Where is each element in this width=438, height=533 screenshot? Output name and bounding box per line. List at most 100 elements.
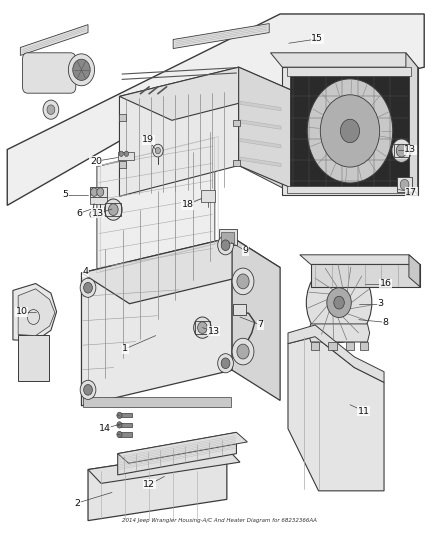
Circle shape — [84, 282, 92, 293]
Circle shape — [221, 358, 230, 368]
Bar — [120, 423, 132, 427]
Circle shape — [117, 422, 122, 428]
Polygon shape — [290, 74, 409, 188]
FancyBboxPatch shape — [22, 53, 76, 93]
Text: 3: 3 — [378, 299, 384, 308]
Bar — [90, 197, 107, 204]
Circle shape — [218, 236, 233, 255]
Circle shape — [198, 322, 207, 334]
Bar — [397, 177, 413, 192]
Bar — [221, 232, 234, 243]
Circle shape — [221, 240, 230, 251]
Circle shape — [97, 188, 104, 196]
Bar — [120, 413, 132, 417]
Text: 2: 2 — [74, 498, 80, 507]
Circle shape — [400, 179, 409, 190]
Text: 11: 11 — [358, 407, 370, 416]
Circle shape — [119, 151, 124, 157]
Bar — [287, 185, 411, 193]
Polygon shape — [120, 67, 239, 196]
Text: 2014 Jeep Wrangler Housing-A/C And Heater Diagram for 68232366AA: 2014 Jeep Wrangler Housing-A/C And Heate… — [122, 518, 316, 523]
Bar — [233, 120, 240, 126]
Bar — [120, 161, 127, 167]
Circle shape — [194, 317, 211, 338]
Circle shape — [307, 79, 393, 183]
Polygon shape — [81, 237, 280, 304]
Text: 15: 15 — [311, 35, 323, 44]
Bar — [118, 152, 134, 160]
Circle shape — [232, 268, 254, 295]
Circle shape — [43, 100, 59, 119]
Circle shape — [80, 278, 96, 297]
Polygon shape — [88, 448, 240, 483]
Bar — [201, 190, 215, 201]
Bar — [106, 203, 121, 216]
Text: 4: 4 — [83, 268, 89, 276]
Circle shape — [124, 151, 129, 157]
Circle shape — [340, 119, 360, 143]
Circle shape — [392, 139, 411, 163]
Polygon shape — [328, 342, 337, 351]
Text: 16: 16 — [380, 279, 392, 288]
Circle shape — [84, 384, 92, 395]
Text: 5: 5 — [62, 190, 68, 199]
Bar — [120, 432, 132, 437]
Polygon shape — [173, 23, 269, 49]
Circle shape — [98, 211, 103, 217]
Bar — [394, 144, 410, 157]
Text: 6: 6 — [76, 209, 82, 218]
Circle shape — [152, 144, 163, 157]
Bar — [287, 67, 411, 76]
Polygon shape — [409, 255, 420, 287]
Text: 19: 19 — [142, 135, 154, 144]
Circle shape — [320, 95, 380, 167]
Circle shape — [232, 338, 254, 365]
Circle shape — [396, 144, 407, 157]
Text: 10: 10 — [16, 307, 28, 316]
Polygon shape — [271, 53, 418, 67]
Polygon shape — [18, 289, 55, 336]
Bar — [194, 321, 210, 334]
Polygon shape — [308, 324, 370, 342]
Circle shape — [155, 148, 160, 154]
Circle shape — [80, 380, 96, 399]
Bar — [233, 160, 240, 166]
Polygon shape — [311, 264, 420, 287]
Polygon shape — [118, 432, 247, 463]
Polygon shape — [240, 157, 281, 166]
Bar — [83, 397, 231, 407]
Circle shape — [306, 263, 372, 343]
Bar — [219, 229, 237, 245]
Polygon shape — [288, 325, 384, 382]
Text: 7: 7 — [258, 320, 264, 329]
Polygon shape — [120, 67, 291, 120]
Polygon shape — [360, 342, 368, 351]
Polygon shape — [240, 101, 281, 111]
Text: 20: 20 — [90, 157, 102, 166]
Polygon shape — [406, 53, 418, 195]
Circle shape — [237, 274, 249, 289]
Polygon shape — [288, 337, 384, 491]
Circle shape — [73, 59, 90, 80]
Circle shape — [47, 105, 55, 115]
Text: 17: 17 — [405, 188, 417, 197]
Circle shape — [90, 211, 95, 217]
Circle shape — [117, 412, 122, 418]
Polygon shape — [239, 71, 283, 188]
Text: 8: 8 — [383, 318, 389, 327]
Circle shape — [91, 188, 98, 196]
Polygon shape — [240, 139, 281, 148]
Polygon shape — [18, 335, 49, 381]
Polygon shape — [300, 255, 420, 264]
Text: 1: 1 — [122, 344, 128, 353]
Circle shape — [68, 54, 95, 86]
Bar — [90, 187, 107, 197]
Bar — [233, 304, 246, 316]
Polygon shape — [88, 448, 227, 521]
Bar — [120, 115, 127, 121]
Polygon shape — [346, 342, 354, 351]
Circle shape — [117, 431, 122, 438]
Polygon shape — [81, 237, 232, 406]
Polygon shape — [13, 284, 57, 341]
Text: 18: 18 — [182, 200, 194, 209]
